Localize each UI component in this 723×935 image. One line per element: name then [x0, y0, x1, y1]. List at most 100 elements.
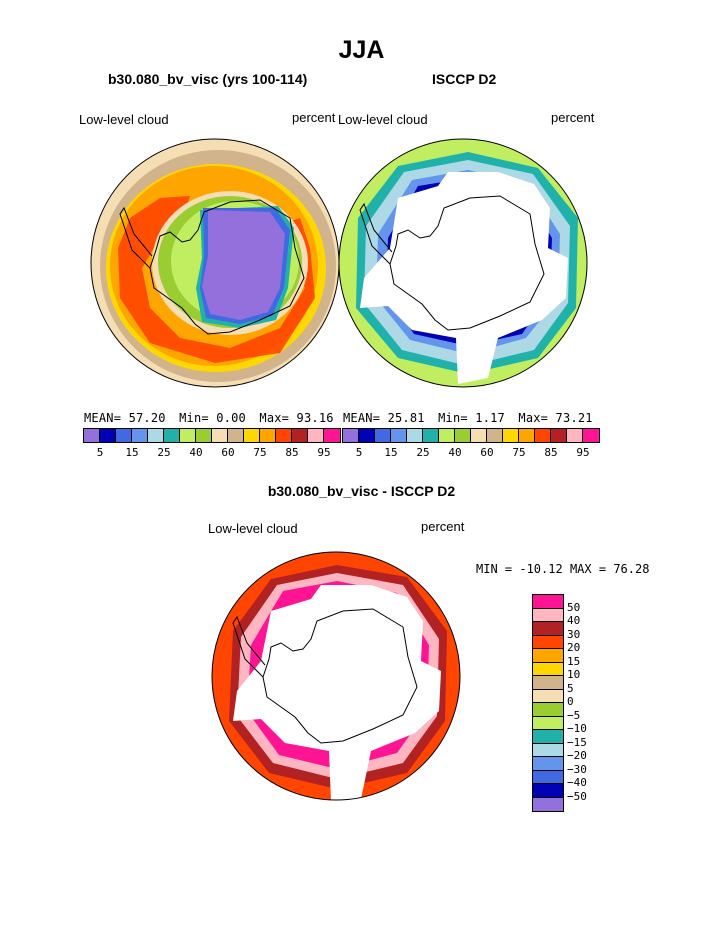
- colorbar-swatch: [343, 429, 359, 442]
- colorbar-swatch: [533, 676, 563, 690]
- zone-5-interior: [202, 210, 285, 320]
- model-panel-title: b30.080_bv_visc (yrs 100-114): [108, 71, 308, 87]
- diff-min-label: MIN =: [476, 562, 513, 576]
- colorbar-tick-label: 5: [567, 681, 574, 695]
- colorbar-swatch: [84, 429, 100, 442]
- colorbar-swatch: [533, 649, 563, 663]
- colorbar-swatch: [567, 429, 583, 442]
- colorbar-tick-label: 75: [512, 446, 526, 459]
- obs-variable-label: Low-level cloud: [338, 112, 428, 127]
- colorbar-tick-label: 15: [567, 654, 581, 668]
- missing-data: [233, 585, 441, 800]
- colorbar-tick-label: 40: [448, 446, 462, 459]
- colorbar-swatch: [100, 429, 116, 442]
- diff-minmax: MIN = -10.12 MAX = 76.28: [476, 562, 649, 576]
- model-max: 93.16: [296, 411, 334, 425]
- colorbar-swatch: [324, 429, 340, 442]
- colorbar-swatch: [533, 635, 563, 649]
- colorbar-tick-label: 95: [317, 446, 331, 459]
- colorbar-swatch: [359, 429, 375, 442]
- model-polar-map: [90, 138, 340, 388]
- obs-colorbar: [342, 428, 600, 443]
- diff-polar-map: [211, 551, 461, 801]
- model-variable-label: Low-level cloud: [79, 112, 169, 127]
- obs-panel-title: ISCCP D2: [432, 71, 497, 87]
- colorbar-tick-label: −30: [567, 762, 587, 776]
- diff-colorbar: [532, 594, 564, 812]
- colorbar-swatch: [132, 429, 148, 442]
- colorbar-tick-label: 10: [567, 668, 581, 681]
- diff-max: 76.28: [613, 562, 650, 576]
- missing-data: [360, 172, 568, 384]
- colorbar-tick-label: 85: [544, 446, 558, 459]
- model-colorbar: [83, 428, 341, 443]
- peninsula: [232, 615, 266, 678]
- model-mean: 57.20: [128, 411, 166, 425]
- page-title: JJA: [338, 36, 385, 64]
- colorbar-tick-label: −10: [567, 722, 587, 735]
- colorbar-tick-label: −50: [567, 789, 587, 803]
- colorbar-swatch: [533, 703, 563, 717]
- colorbar-swatch: [533, 797, 563, 811]
- antarctic-coast: [262, 608, 418, 744]
- colorbar-tick-label: −5: [567, 708, 581, 722]
- colorbar-swatch: [260, 429, 276, 442]
- colorbar-swatch: [423, 429, 439, 442]
- colorbar-swatch: [533, 608, 563, 622]
- peninsula: [119, 206, 153, 269]
- colorbar-tick-label: −40: [567, 776, 587, 789]
- colorbar-swatch: [292, 429, 308, 442]
- colorbar-tick-label: 5: [355, 446, 363, 459]
- colorbar-tick-label: 50: [567, 600, 581, 614]
- colorbar-swatch: [471, 429, 487, 442]
- colorbar-swatch: [535, 429, 551, 442]
- colorbar-swatch: [375, 429, 391, 442]
- obs-max-label: Max=: [518, 411, 549, 425]
- diff-min: -10.12: [519, 562, 563, 576]
- diff-variable-label: Low-level cloud: [208, 521, 298, 536]
- colorbar-tick-label: 0: [567, 695, 574, 708]
- colorbar-tick-label: 15: [384, 446, 398, 459]
- colorbar-swatch: [551, 429, 567, 442]
- colorbar-tick-label: 5: [96, 446, 104, 459]
- colorbar-tick-label: 25: [157, 446, 171, 459]
- colorbar-swatch: [533, 730, 563, 744]
- colorbar-tick-label: 60: [221, 446, 235, 459]
- model-units-label: percent: [292, 110, 336, 125]
- antarctic-coast: [149, 199, 305, 335]
- diff-max-label: MAX =: [569, 562, 607, 576]
- obs-max: 73.21: [555, 411, 593, 425]
- model-min-label: Min=: [179, 411, 209, 425]
- colorbar-tick-label: 60: [480, 446, 494, 459]
- colorbar-swatch: [212, 429, 228, 442]
- diff-panel-title: b30.080_bv_visc - ISCCP D2: [267, 483, 456, 499]
- colorbar-swatch: [533, 689, 563, 703]
- colorbar-tick-label: 20: [567, 641, 581, 654]
- colorbar-swatch: [519, 429, 535, 442]
- colorbar-swatch: [407, 429, 423, 442]
- colorbar-tick-label: 40: [567, 614, 581, 627]
- colorbar-swatch: [308, 429, 324, 442]
- model-max-label: Max=: [259, 411, 290, 425]
- obs-min-label: Min=: [438, 411, 468, 425]
- colorbar-swatch: [391, 429, 407, 442]
- obs-stats: MEAN= 25.81 Min= 1.17 Max= 73.21: [343, 411, 593, 425]
- colorbar-swatch: [116, 429, 132, 442]
- colorbar-tick-label: 25: [416, 446, 430, 459]
- colorbar-swatch: [196, 429, 212, 442]
- colorbar-tick-label: −20: [567, 749, 587, 762]
- colorbar-swatch: [228, 429, 244, 442]
- colorbar-swatch: [583, 429, 599, 442]
- colorbar-swatch: [533, 662, 563, 676]
- diff-units-label: percent: [421, 519, 465, 534]
- colorbar-swatch: [180, 429, 196, 442]
- colorbar-swatch: [533, 757, 563, 771]
- colorbar-swatch: [439, 429, 455, 442]
- colorbar-swatch: [533, 595, 563, 609]
- colorbar-tick-label: 75: [253, 446, 267, 459]
- colorbar-swatch: [244, 429, 260, 442]
- colorbar-swatch: [276, 429, 292, 442]
- colorbar-swatch: [487, 429, 503, 442]
- colorbar-swatch: [533, 716, 563, 730]
- colorbar-swatch: [148, 429, 164, 442]
